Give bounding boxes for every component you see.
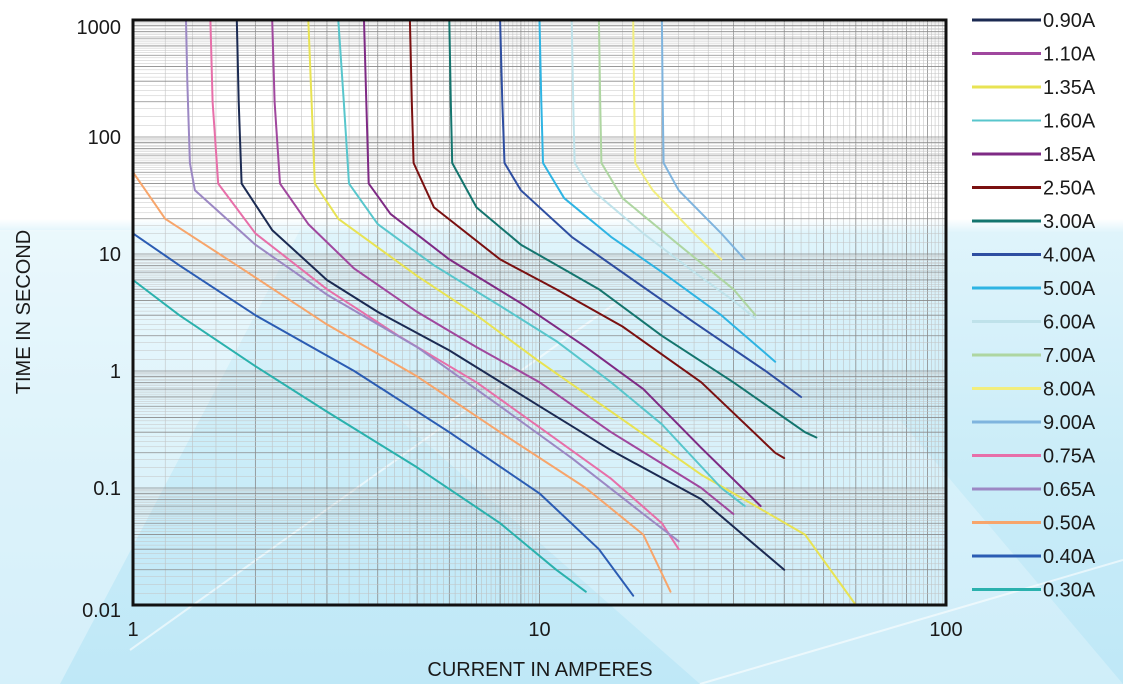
legend-label: 8.00A: [1043, 379, 1096, 401]
legend-label: 5.00A: [1043, 278, 1096, 300]
series-line-0.40A: [132, 232, 635, 597]
legend-label: 1.10A: [1043, 44, 1096, 66]
legend-label: 0.30A: [1043, 580, 1096, 602]
legend-label: 1.35A: [1043, 77, 1096, 99]
y-tick-label: 100: [88, 127, 121, 149]
plot-frame: [131, 18, 948, 607]
series-layer: [132, 19, 857, 606]
series-line-0.90A: [235, 19, 786, 571]
series-line-9.00A: [660, 19, 746, 261]
legend-label: 1.60A: [1043, 111, 1096, 133]
series-line-7.00A: [597, 19, 757, 317]
x-tick-labels: 1 10 100: [127, 619, 962, 641]
series-line-0.65A: [185, 19, 680, 543]
legend-label: 6.00A: [1043, 312, 1096, 334]
x-tick-label: 100: [929, 619, 962, 641]
series-line-0.30A: [132, 279, 587, 593]
legend-label: 0.65A: [1043, 479, 1096, 501]
series-line-0.50A: [132, 171, 672, 593]
legend-label: 9.00A: [1043, 412, 1096, 434]
legend-label: 0.75A: [1043, 446, 1096, 468]
y-axis-title: TIME IN SECOND: [13, 230, 35, 394]
series-line-1.35A: [307, 19, 857, 606]
series-line-4.00A: [499, 19, 803, 398]
legend-label: 0.50A: [1043, 513, 1096, 535]
y-tick-label: 1000: [77, 17, 122, 39]
legend-label: 2.50A: [1043, 178, 1096, 200]
x-tick-label: 1: [127, 619, 138, 641]
legend-label: 7.00A: [1043, 345, 1096, 367]
y-tick-label: 0.01: [82, 600, 121, 622]
y-tick-label: 10: [99, 244, 121, 266]
legend-label: 0.90A: [1043, 10, 1096, 32]
series-line-1.60A: [337, 19, 746, 508]
series-line-8.00A: [632, 19, 723, 261]
grid-layer: [133, 19, 947, 605]
legend: 0.90A 1.10A 1.35A 1.60A 1.85A 2.50A 3.00A 4.00A…: [972, 10, 1096, 602]
series-line-2.50A: [408, 19, 786, 460]
x-tick-label: 10: [528, 619, 550, 641]
legend-label: 4.00A: [1043, 245, 1096, 267]
x-axis-title: CURRENT IN AMPERES: [427, 659, 652, 681]
y-tick-label: 0.1: [93, 478, 121, 500]
legend-label: 3.00A: [1043, 211, 1096, 233]
y-tick-label: 1: [110, 361, 121, 383]
legend-label: 0.40A: [1043, 546, 1096, 568]
series-line-1.10A: [271, 19, 735, 515]
series-line-6.00A: [570, 19, 757, 320]
series-line-5.00A: [538, 19, 777, 363]
series-line-1.85A: [363, 19, 762, 508]
series-line-3.00A: [448, 19, 818, 439]
legend-label: 1.85A: [1043, 144, 1096, 166]
y-tick-labels: 0.01 0.1 1 10 100 1000: [77, 17, 122, 622]
